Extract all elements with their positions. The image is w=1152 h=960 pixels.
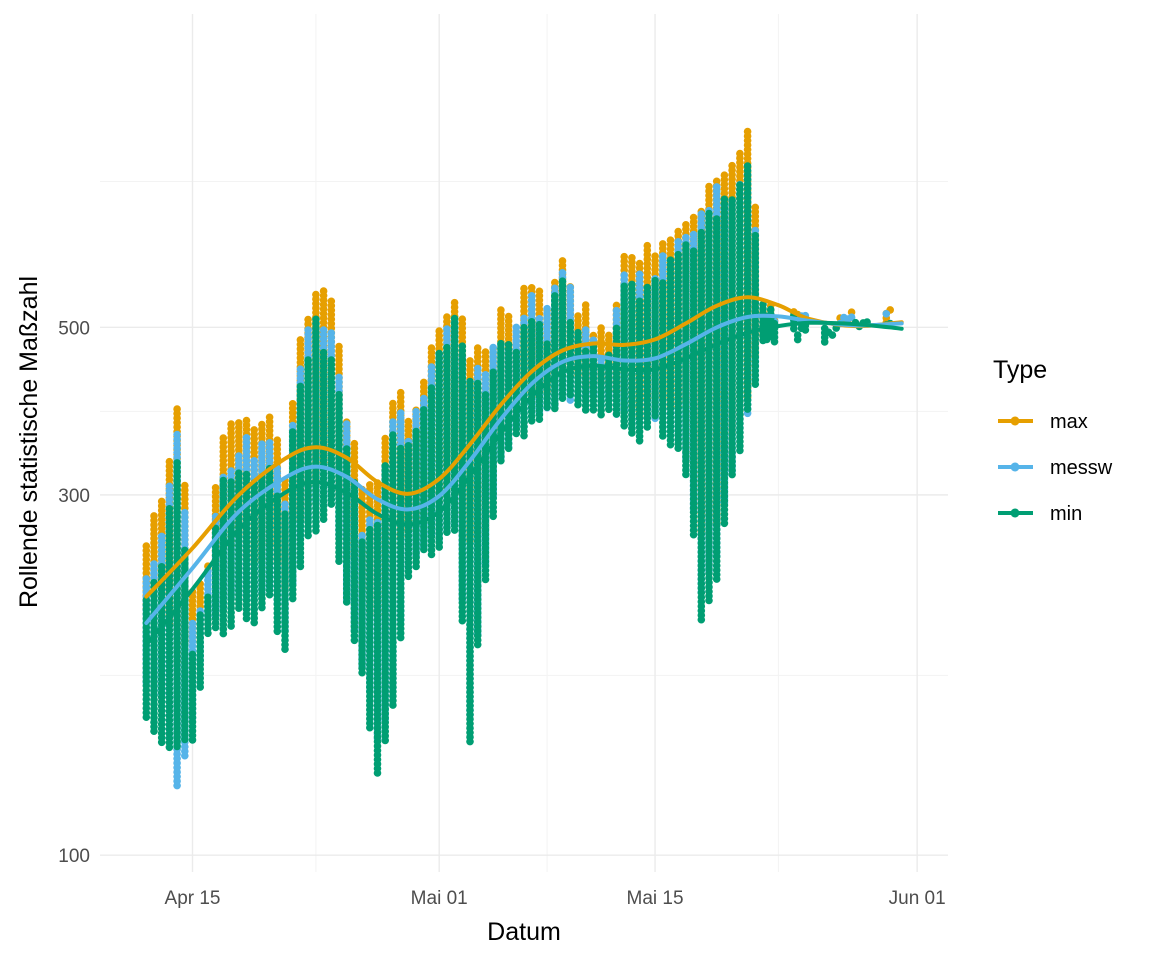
data-points (142, 127, 894, 790)
point-messw (173, 781, 181, 790)
point-messw (181, 751, 189, 760)
grid-minor (100, 14, 948, 872)
grid-major (100, 14, 948, 872)
